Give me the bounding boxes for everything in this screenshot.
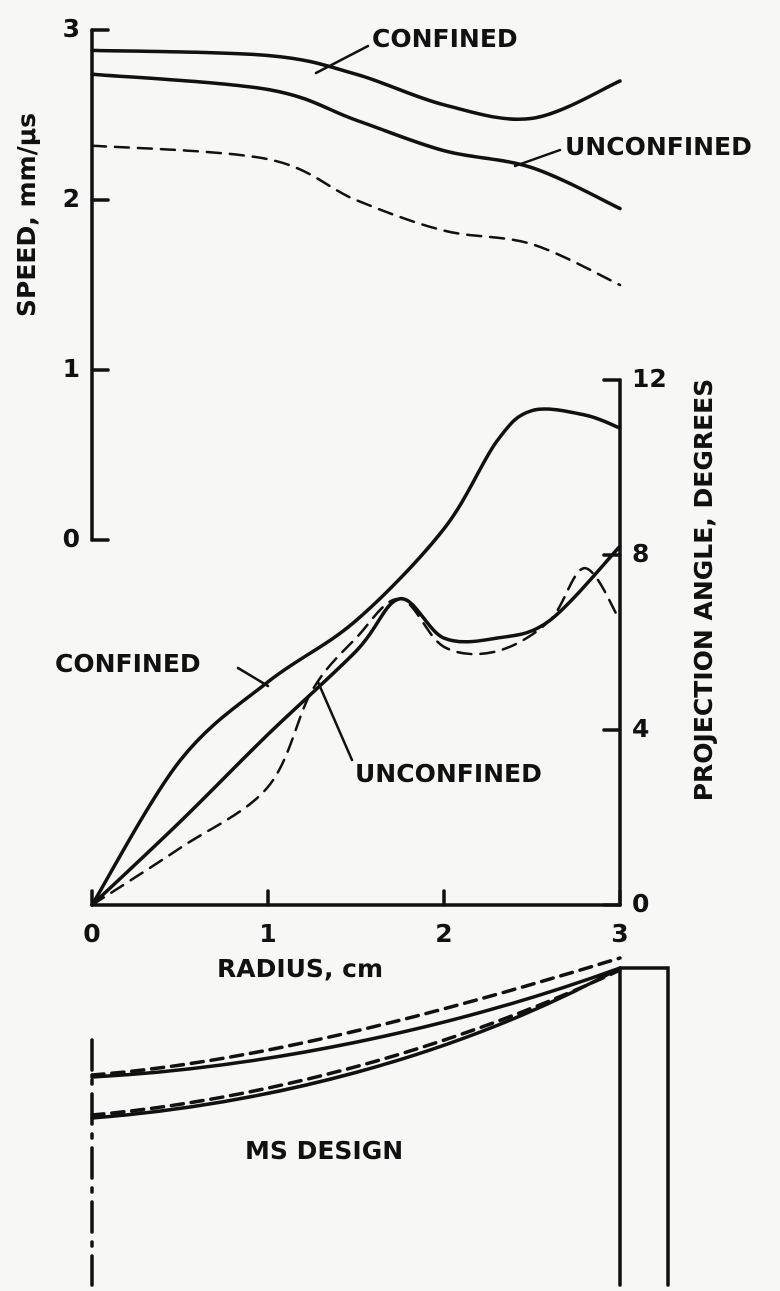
leader-line bbox=[314, 44, 370, 75]
series-label: UNCONFINED bbox=[355, 759, 542, 788]
y2-tick-label: 4 bbox=[632, 714, 649, 743]
y2-tick-label: 12 bbox=[632, 364, 667, 393]
line-series bbox=[90, 48, 622, 121]
drawing-line bbox=[90, 968, 622, 1117]
series-label: UNCONFINED bbox=[565, 132, 752, 161]
line-series bbox=[90, 407, 622, 907]
y2-axis-label: PROJECTION ANGLE, DEGREES bbox=[689, 379, 718, 802]
x-tick-label: 0 bbox=[83, 919, 100, 948]
leader-line bbox=[513, 148, 562, 168]
line-series bbox=[90, 144, 622, 287]
x-axis-label: RADIUS, cm bbox=[217, 954, 383, 983]
drawing-label: MS DESIGN bbox=[245, 1136, 403, 1165]
leader-line bbox=[236, 666, 270, 688]
drawing-line bbox=[618, 966, 670, 1287]
y-tick-label: 0 bbox=[63, 524, 80, 553]
y-tick-label: 1 bbox=[63, 354, 80, 383]
y2-tick-label: 0 bbox=[632, 889, 649, 918]
y-tick-label: 2 bbox=[63, 184, 80, 213]
line-series bbox=[90, 72, 622, 211]
series-label: CONFINED bbox=[372, 24, 518, 53]
design-drawing: MS DESIGN bbox=[90, 956, 670, 1287]
series-label: CONFINED bbox=[55, 649, 201, 678]
y-axis-label: SPEED, mm/μs bbox=[12, 113, 41, 317]
y-tick-label: 3 bbox=[63, 14, 80, 43]
drawing-line bbox=[90, 956, 622, 1077]
line-series bbox=[90, 544, 622, 907]
x-tick-label: 1 bbox=[259, 919, 276, 948]
drawing-line bbox=[90, 966, 622, 1079]
x-tick-label: 3 bbox=[611, 919, 628, 948]
leader-line bbox=[316, 680, 354, 762]
x-tick-label: 2 bbox=[435, 919, 452, 948]
drawing-line bbox=[90, 966, 622, 1120]
line-series bbox=[90, 566, 622, 907]
y2-tick-label: 8 bbox=[632, 539, 649, 568]
